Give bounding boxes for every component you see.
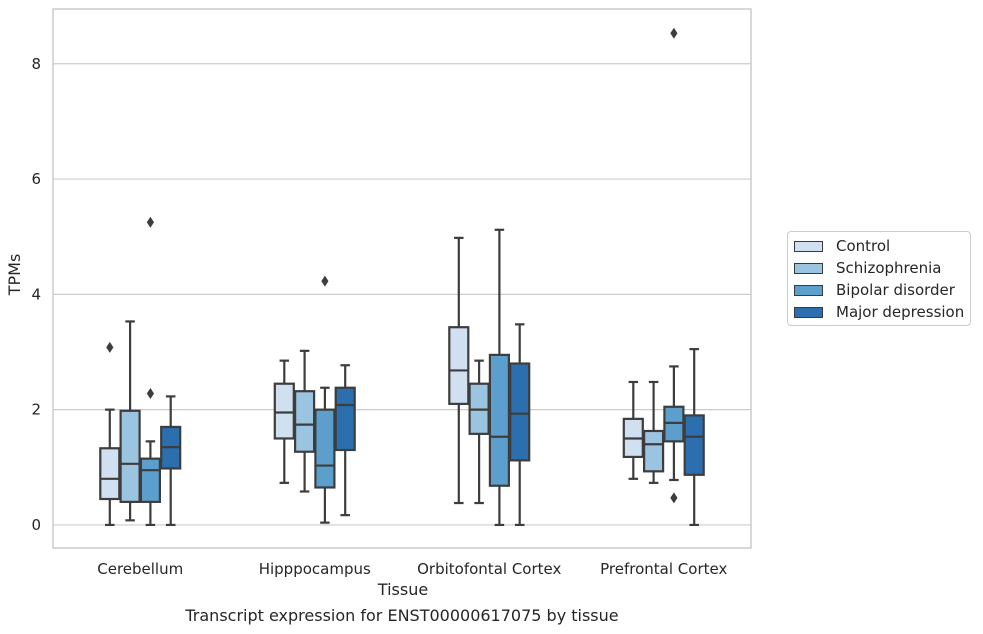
box-iqr xyxy=(642,429,665,473)
box-major-depression xyxy=(160,395,182,527)
y-tick-label: 0 xyxy=(31,516,41,534)
box-iqr xyxy=(683,414,705,476)
legend-item-control: Control xyxy=(794,237,890,255)
box-control xyxy=(448,236,470,505)
outlier-point xyxy=(146,216,154,228)
box-schizophrenia xyxy=(468,359,490,505)
box-iqr xyxy=(273,382,295,440)
gridlines xyxy=(53,63,751,526)
legend-swatch-control xyxy=(794,240,823,252)
box-control xyxy=(99,341,121,527)
x-tick-label: Cerebellum xyxy=(97,560,183,578)
box-iqr xyxy=(334,386,356,452)
outlier-point xyxy=(670,492,678,504)
box-iqr xyxy=(488,353,510,487)
box-iqr xyxy=(509,362,531,462)
legend-swatch-schizophrenia xyxy=(794,262,823,274)
outlier-point xyxy=(106,341,114,353)
outlier-point xyxy=(146,388,154,400)
legend-swatch-bipolar-disorder xyxy=(794,284,823,296)
box-schizophrenia xyxy=(294,349,316,493)
outlier-point xyxy=(321,275,329,287)
box-major-depression xyxy=(509,323,531,527)
legend-item-schizophrenia: Schizophrenia xyxy=(794,259,941,277)
box-schizophrenia xyxy=(642,380,665,484)
box-iqr xyxy=(294,390,316,453)
y-tick-labels: 0 2 4 6 8 xyxy=(31,55,41,534)
y-tick-label: 2 xyxy=(31,401,41,419)
y-axis-label: TPMs xyxy=(5,254,24,297)
box-groups xyxy=(99,27,705,527)
box-iqr xyxy=(139,457,161,503)
legend-item-major-depression: Major depression xyxy=(794,303,964,321)
box-iqr xyxy=(99,447,121,501)
x-tick-label: Orbitofontal Cortex xyxy=(417,560,561,578)
box-schizophrenia xyxy=(119,320,141,522)
box-control xyxy=(273,359,295,484)
box-major-depression xyxy=(683,348,705,527)
box-iqr xyxy=(448,326,470,405)
y-tick-label: 6 xyxy=(31,170,41,188)
box-iqr xyxy=(663,405,685,443)
legend-swatch-major-depression xyxy=(794,306,823,318)
legend-label-schizophrenia: Schizophrenia xyxy=(836,259,942,277)
box-major-depression xyxy=(334,364,356,517)
plot-frame xyxy=(52,8,752,549)
y-tick-label: 8 xyxy=(31,55,41,73)
figure-caption: Transcript expression for ENST0000061707… xyxy=(185,606,619,625)
legend-label-bipolar-disorder: Bipolar disorder xyxy=(836,281,955,299)
x-tick-label: Prefrontal Cortex xyxy=(600,560,727,578)
y-tick-label: 4 xyxy=(31,285,41,303)
legend-label-major-depression: Major depression xyxy=(836,303,965,321)
legend-label-control: Control xyxy=(836,237,891,255)
box-iqr xyxy=(119,409,141,503)
box-bipolar-disorder xyxy=(139,216,161,527)
box-iqr xyxy=(314,408,336,489)
box-bipolar-disorder xyxy=(663,27,685,504)
x-axis-label: Tissue xyxy=(377,580,428,599)
x-tick-labels: Cerebellum Hipppocampus Orbitofontal Corte… xyxy=(97,560,727,578)
outlier-point xyxy=(670,27,678,39)
box-control xyxy=(622,380,644,480)
box-bipolar-disorder xyxy=(314,275,336,524)
box-bipolar-disorder xyxy=(488,228,510,527)
legend: Control Schizophrenia Bipolar disorder M… xyxy=(787,231,971,326)
x-tick-label: Hipppocampus xyxy=(259,560,371,578)
legend-item-bipolar-disorder: Bipolar disorder xyxy=(794,281,955,299)
